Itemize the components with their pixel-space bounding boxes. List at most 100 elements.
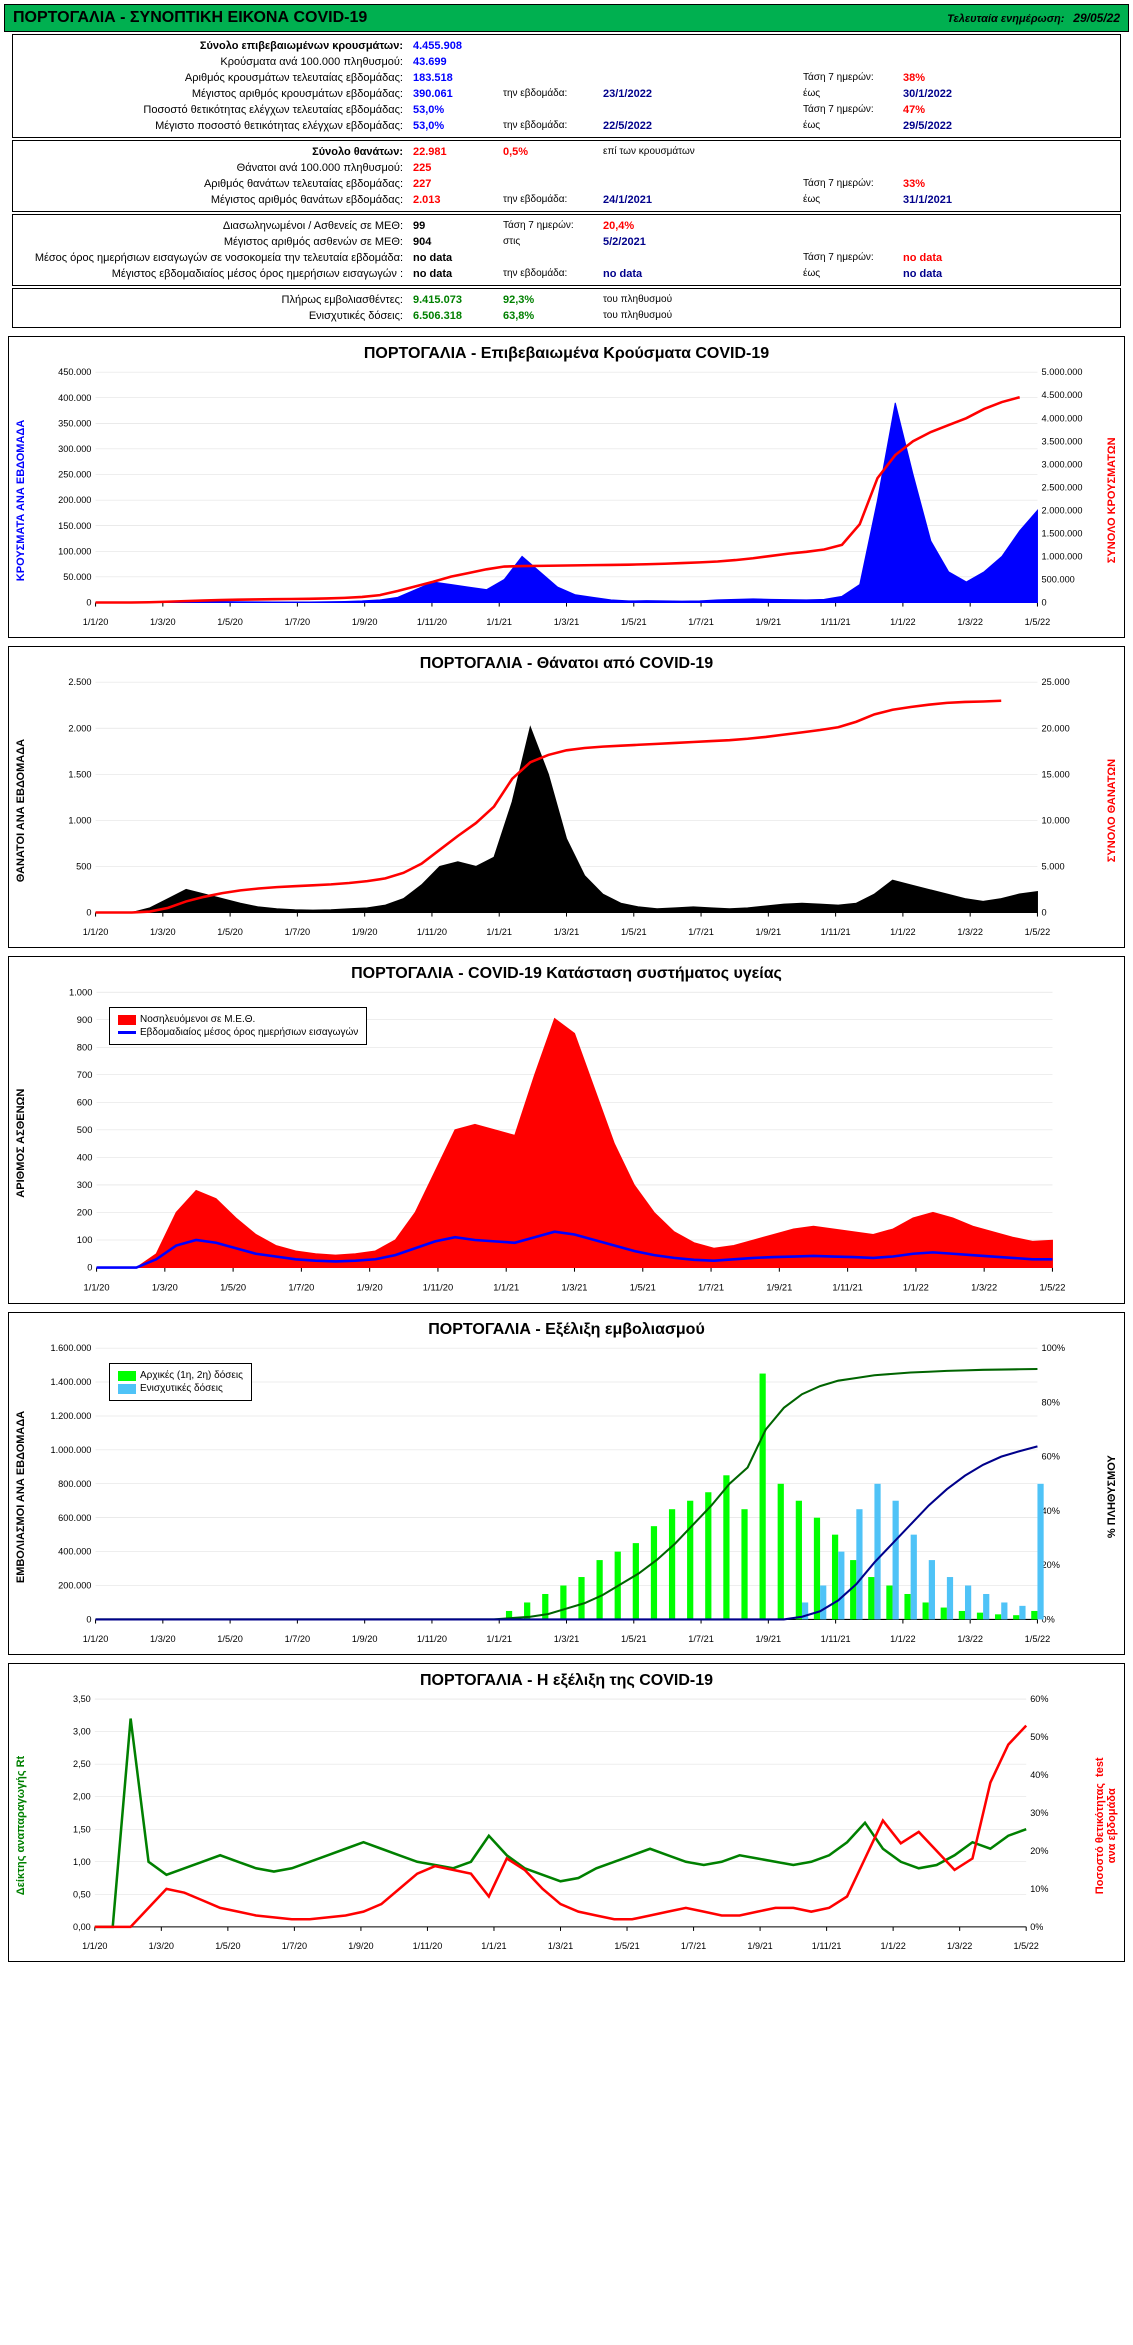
svg-text:1/3/21: 1/3/21 [562, 1283, 588, 1293]
pct: 92,3% [503, 292, 603, 308]
svg-text:1/5/22: 1/5/22 [1014, 1941, 1039, 1951]
week-date: 23/1/2022 [603, 86, 703, 102]
label: Διασωληνωμένοι / Ασθενείς σε ΜΕΘ: [13, 218, 413, 234]
label: Μέγιστος αριθμός θανάτων εβδομάδας: [13, 192, 413, 208]
yaxis-left-label: ΚΡΟΥΣΜΑΤΑ ΑΝΑ ΕΒΔΟΜΑΔΑ [13, 367, 29, 633]
pct-label: επί των κρουσμάτων [603, 144, 703, 160]
svg-text:1/9/20: 1/9/20 [357, 1283, 383, 1293]
svg-text:1/5/20: 1/5/20 [217, 1634, 243, 1644]
svg-text:1,00: 1,00 [73, 1857, 91, 1867]
svg-text:1/9/20: 1/9/20 [352, 1634, 378, 1644]
yaxis-left-label: Δείκτης αναπαραγωγής Rt [13, 1694, 29, 1957]
svg-text:1/9/21: 1/9/21 [747, 1941, 772, 1951]
svg-text:1/11/21: 1/11/21 [821, 927, 851, 937]
svg-text:60%: 60% [1042, 1452, 1060, 1462]
value: 2.013 [413, 192, 503, 208]
pct: 63,8% [503, 308, 603, 324]
value: 99 [413, 218, 503, 234]
to-date: 30/1/2022 [903, 86, 1003, 102]
svg-text:100: 100 [77, 1235, 93, 1245]
svg-text:200: 200 [77, 1208, 93, 1218]
svg-text:1/9/21: 1/9/21 [756, 1634, 782, 1644]
svg-text:1/3/21: 1/3/21 [548, 1941, 573, 1951]
svg-text:1/3/22: 1/3/22 [947, 1941, 972, 1951]
svg-text:2.500: 2.500 [68, 677, 91, 687]
svg-text:1/7/20: 1/7/20 [285, 927, 311, 937]
svg-text:1/11/20: 1/11/20 [423, 1283, 453, 1293]
svg-text:60%: 60% [1030, 1694, 1048, 1704]
pct-label: του πληθυσμού [603, 292, 703, 308]
value: no data [413, 250, 503, 266]
svg-text:1.500: 1.500 [68, 770, 91, 780]
trend-label: Τάση 7 ημερών: [503, 218, 603, 234]
chart-title: ΠΟΡΤΟΓΑΛΙΑ - Εξέλιξη εμβολιασμού [13, 1321, 1120, 1339]
svg-text:2.000: 2.000 [68, 723, 91, 733]
svg-text:1.000.000: 1.000.000 [51, 1445, 92, 1455]
week-label: την εβδομάδα: [503, 118, 603, 134]
svg-text:1/9/20: 1/9/20 [352, 927, 378, 937]
svg-text:1/7/21: 1/7/21 [688, 617, 714, 627]
svg-text:1/5/20: 1/5/20 [217, 617, 243, 627]
svg-text:1/3/22: 1/3/22 [957, 1634, 983, 1644]
chart-title: ΠΟΡΤΟΓΑΛΙΑ - Επιβεβαιωμένα Κρούσματα COV… [13, 345, 1120, 363]
chart-title: ΠΟΡΤΟΓΑΛΙΑ - COVID-19 Κατάσταση συστήματ… [13, 965, 1120, 983]
svg-text:600.000: 600.000 [58, 1513, 91, 1523]
label: Μέγιστος αριθμός ασθενών σε ΜΕΘ: [13, 234, 413, 250]
to-label: έως [803, 118, 903, 134]
svg-text:1/5/21: 1/5/21 [621, 1634, 647, 1644]
svg-text:10.000: 10.000 [1042, 816, 1070, 826]
label: Μέγιστο ποσοστό θετικότητας ελέγχων εβδο… [13, 118, 413, 134]
page-title: ΠΟΡΤΟΓΑΛΙΑ - ΣΥΝΟΠΤΙΚΗ ΕΙΚΟΝΑ COVID-19 [13, 9, 367, 27]
stats-deaths: Σύνολο θανάτων:22.9810,5%επί των κρουσμά… [12, 140, 1121, 212]
svg-text:1/11/21: 1/11/21 [832, 1283, 862, 1293]
svg-text:1/3/22: 1/3/22 [957, 927, 983, 937]
svg-text:1.600.000: 1.600.000 [51, 1343, 92, 1353]
chart-legend: Αρχικές (1η, 2η) δόσεις Ενισχυτικές δόσε… [109, 1363, 252, 1401]
svg-text:1/9/20: 1/9/20 [352, 617, 378, 627]
week-date: 24/1/2021 [603, 192, 703, 208]
svg-text:0: 0 [86, 598, 91, 608]
svg-text:10%: 10% [1030, 1884, 1048, 1894]
svg-text:1,50: 1,50 [73, 1824, 91, 1834]
label: Σύνολο θανάτων: [13, 144, 413, 160]
yaxis-left-label: ΘΑΝΑΤΟΙ ΑΝΑ ΕΒΔΟΜΑΔΑ [13, 677, 29, 943]
week-date: no data [603, 266, 703, 282]
svg-text:1/11/21: 1/11/21 [812, 1941, 842, 1951]
svg-text:1/3/21: 1/3/21 [554, 927, 580, 937]
svg-text:500: 500 [76, 862, 91, 872]
svg-text:1/5/21: 1/5/21 [621, 617, 647, 627]
value: no data [413, 266, 503, 282]
svg-text:1/1/21: 1/1/21 [486, 927, 512, 937]
svg-text:1.000: 1.000 [69, 988, 92, 998]
label: Θάνατοι ανά 100.000 πληθυσμού: [13, 160, 413, 176]
value: 53,0% [413, 102, 503, 118]
label: Σύνολο επιβεβαιωμένων κρουσμάτων: [13, 38, 413, 54]
svg-text:400: 400 [77, 1153, 93, 1163]
svg-text:1.000: 1.000 [68, 816, 91, 826]
svg-text:4.000.000: 4.000.000 [1042, 413, 1083, 423]
svg-text:1/7/21: 1/7/21 [688, 927, 714, 937]
value: 9.415.073 [413, 292, 503, 308]
label: Αριθμός θανάτων τελευταίας εβδομάδας: [13, 176, 413, 192]
svg-text:2,50: 2,50 [73, 1759, 91, 1769]
svg-text:1/3/20: 1/3/20 [150, 927, 176, 937]
svg-text:2.500.000: 2.500.000 [1042, 482, 1083, 492]
legend-text: Ενισχυτικές δόσεις [140, 1383, 223, 1394]
week-label: την εβδομάδα: [503, 86, 603, 102]
label: Κρούσματα ανά 100.000 πληθυσμού: [13, 54, 413, 70]
svg-text:700: 700 [77, 1070, 93, 1080]
svg-text:0: 0 [86, 908, 91, 918]
svg-text:1/5/21: 1/5/21 [614, 1941, 639, 1951]
svg-text:400.000: 400.000 [58, 1547, 91, 1557]
value: 53,0% [413, 118, 503, 134]
svg-text:0: 0 [1042, 908, 1047, 918]
svg-text:600: 600 [77, 1098, 93, 1108]
chart-svg: 05001.0001.5002.0002.50005.00010.00015.0… [29, 677, 1104, 943]
svg-text:1/1/22: 1/1/22 [903, 1283, 929, 1293]
legend-swatch [118, 1371, 136, 1381]
svg-text:1/7/20: 1/7/20 [285, 617, 311, 627]
week-label: στις [503, 234, 603, 250]
trend-label: Τάση 7 ημερών: [803, 102, 903, 118]
svg-text:1/5/20: 1/5/20 [220, 1283, 246, 1293]
trend-value: no data [903, 250, 1003, 266]
